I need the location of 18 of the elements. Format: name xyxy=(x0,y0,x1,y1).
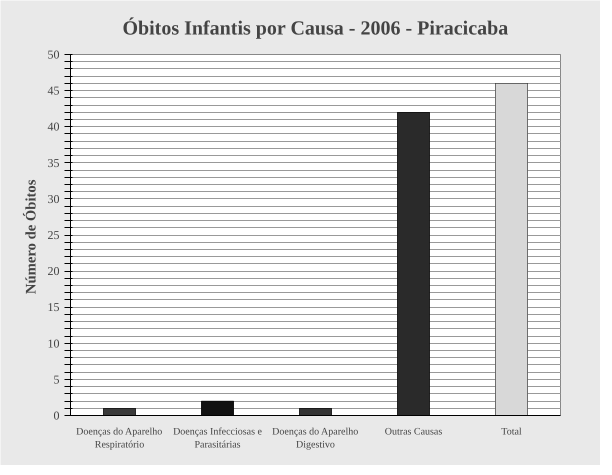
x-tick-label: Doenças do Aparelho Digestivo xyxy=(272,426,358,451)
y-tick-label: 20 xyxy=(48,264,60,278)
x-tick-label: Doenças Infecciosas e Parasitárias xyxy=(173,426,262,451)
y-tick-label: 45 xyxy=(48,84,60,98)
x-tick-label: Doenças do Aparelho Respiratório xyxy=(76,426,162,451)
chart-title: Óbitos Infantis por Causa - 2006 - Piracicaba xyxy=(122,16,508,40)
y-tick-label: 25 xyxy=(48,228,60,242)
y-tick-label: 35 xyxy=(48,156,60,170)
y-tick-label: 10 xyxy=(48,336,60,350)
x-tick-label: Total xyxy=(501,426,522,438)
y-tick-label: 0 xyxy=(54,408,60,422)
y-tick-label: 5 xyxy=(54,372,60,386)
y-tick-label: 40 xyxy=(48,120,60,134)
x-tick-label: Outras Causas xyxy=(384,426,442,438)
y-tick-label: 30 xyxy=(48,192,60,206)
y-axis-title: Número de Óbitos xyxy=(22,179,40,294)
y-tick-label: 50 xyxy=(48,48,60,62)
y-tick-label: 15 xyxy=(48,300,60,314)
